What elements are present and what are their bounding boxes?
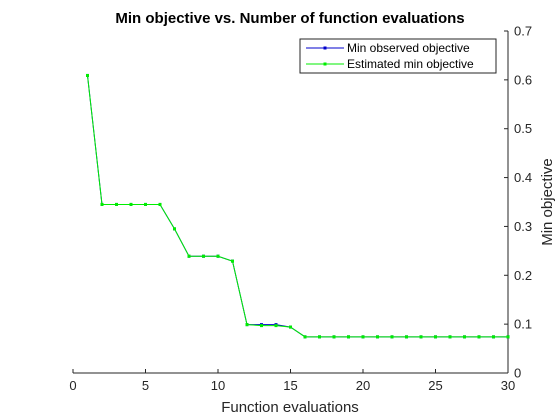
y-tick-label: 0.1 [514, 317, 532, 332]
plot-area [73, 31, 508, 373]
data-point [173, 227, 176, 231]
data-point [158, 202, 162, 206]
data-point [303, 335, 307, 339]
data-point [129, 202, 133, 206]
data-point [347, 335, 350, 339]
y-tick-label: 0.7 [514, 24, 532, 39]
legend: Min observed objective Estimated min obje… [299, 38, 497, 74]
data-point [86, 73, 89, 77]
data-point [187, 254, 191, 258]
data-point [260, 324, 263, 328]
legend-swatch-marker [323, 46, 327, 50]
x-tick-label: 5 [142, 378, 149, 393]
x-tick-label: 15 [283, 378, 297, 393]
series-layer [86, 73, 510, 339]
data-point [231, 259, 234, 263]
series-2 [86, 73, 510, 339]
x-tick-label: 30 [501, 378, 515, 393]
data-point [289, 325, 292, 329]
y-tick-label: 0 [514, 366, 521, 381]
legend-label: Estimated min objective [347, 57, 474, 71]
data-point [202, 254, 205, 258]
y-tick-label: 0.6 [514, 72, 532, 87]
data-point [405, 335, 408, 339]
legend-swatch-marker [323, 62, 327, 66]
y-tick-label: 0.2 [514, 268, 532, 283]
y-axis-label: Min objective [539, 158, 556, 246]
data-point [448, 335, 452, 339]
data-point [376, 335, 379, 339]
y-tick-label: 0.5 [514, 121, 532, 136]
x-tick-label: 10 [211, 378, 225, 393]
data-point [492, 335, 495, 339]
x-tick-label: 25 [428, 378, 442, 393]
data-point [463, 335, 466, 339]
data-point [506, 335, 510, 339]
x-tick-label: 0 [69, 378, 76, 393]
data-point [274, 324, 278, 328]
data-point [419, 335, 423, 339]
data-point [477, 335, 481, 339]
chart-title: Min objective vs. Number of function eva… [115, 10, 464, 27]
x-tick-label: 20 [356, 378, 370, 393]
legend-item: Estimated min objective [306, 57, 474, 71]
data-point [100, 202, 104, 206]
data-point [332, 335, 336, 339]
legend-item: Min observed objective [306, 41, 470, 55]
legend-label: Min observed objective [347, 41, 470, 55]
data-point [434, 335, 437, 339]
data-point [144, 202, 147, 206]
y-tick-label: 0.3 [514, 219, 532, 234]
data-point [216, 254, 220, 258]
data-point [361, 335, 365, 339]
x-axis-label: Function evaluations [221, 399, 359, 416]
data-point [318, 335, 321, 339]
legend-box [299, 38, 497, 74]
series-line [87, 75, 508, 338]
data-point [390, 335, 394, 339]
data-point [245, 323, 249, 327]
data-point [115, 202, 118, 206]
y-tick-label: 0.4 [514, 170, 532, 185]
